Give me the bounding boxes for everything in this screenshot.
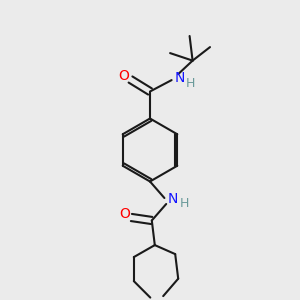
Text: N: N (167, 192, 178, 206)
Text: N: N (175, 71, 185, 85)
Text: O: O (118, 70, 129, 83)
Text: O: O (119, 207, 130, 221)
Text: H: H (186, 76, 195, 90)
Text: H: H (179, 197, 189, 210)
